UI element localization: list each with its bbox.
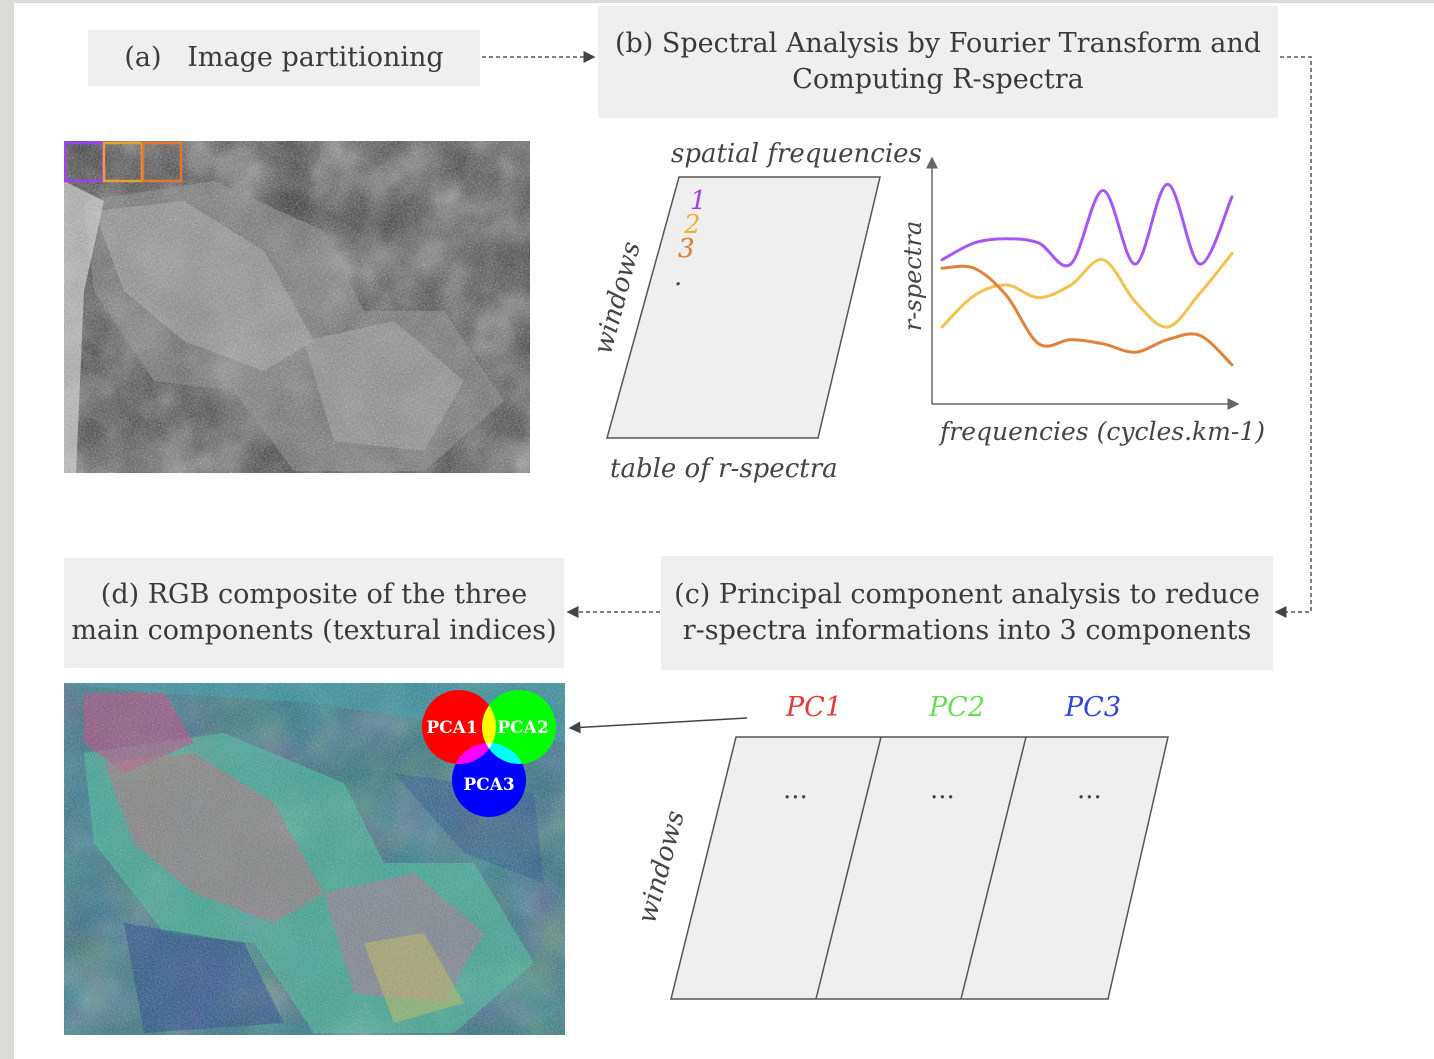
step-c-box: (c) Principal component analysis to redu…	[661, 556, 1273, 670]
pca-components-table	[670, 736, 1169, 1000]
pc1-header: PC1	[786, 692, 843, 723]
spatial-frequencies-label: spatial frequencies	[671, 139, 922, 169]
r-spectra-chart	[926, 156, 1240, 410]
step-b-line1: (b) Spectral Analysis by Fourier Transfo…	[614, 28, 1262, 59]
grayscale-satellite-image	[64, 141, 530, 473]
pca-rgb-legend: PCA1 PCA2 PCA3	[422, 690, 556, 817]
pc1-cell-ellipsis: ...	[783, 775, 808, 805]
step-c-line1: (c) Principal component analysis to redu…	[674, 579, 1260, 610]
table-of-r-spectra-label: table of r-spectra	[610, 454, 838, 484]
pc3-cell-ellipsis: ...	[1077, 775, 1102, 805]
pca-col-divider-1	[815, 736, 882, 1000]
arrow-b-to-c	[1274, 56, 1312, 618]
step-d-box: (d) RGB composite of the three main comp…	[64, 558, 564, 668]
pc3-header: PC3	[1065, 692, 1122, 723]
step-d-line1: (d) RGB composite of the three	[100, 579, 528, 610]
pca3-label: PCA3	[463, 775, 514, 795]
pca2-label: PCA2	[497, 718, 548, 738]
spectrum-line-3	[940, 264, 1234, 367]
left-border-strip	[0, 0, 14, 1059]
spectrum-line-1	[940, 182, 1234, 268]
table-row-more: .	[674, 262, 683, 292]
arrow-table-to-composite	[568, 717, 748, 734]
pca-col-divider-2	[960, 736, 1027, 1000]
chart-ylabel: r-spectra	[899, 220, 928, 332]
pca3-circle	[452, 743, 526, 817]
step-c-line2: r-spectra informations into 3 components	[682, 615, 1252, 646]
table-row-3: 3	[678, 234, 695, 264]
r-spectra-table	[606, 176, 881, 439]
step-a-label: (a) Image partitioning	[124, 42, 444, 73]
step-d-line2: main components (textural indices)	[71, 615, 557, 646]
step-b-box: (b) Spectral Analysis by Fourier Transfo…	[598, 6, 1278, 118]
pc2-cell-ellipsis: ...	[930, 775, 955, 805]
step-a-box: (a) Image partitioning	[88, 30, 480, 86]
spectrum-line-2	[940, 252, 1234, 329]
top-border-strip	[0, 0, 1434, 3]
pca1-label: PCA1	[426, 718, 477, 738]
rgb-composite-image: PCA1 PCA2 PCA3	[64, 683, 565, 1035]
chart-xlabel: frequencies (cycles.km-1)	[940, 417, 1265, 446]
pc2-header: PC2	[929, 692, 986, 723]
step-b-line2: Computing R-spectra	[792, 64, 1084, 95]
table-row-1: 1	[690, 186, 707, 216]
table-row-2: 2	[684, 210, 701, 240]
window-3-marker	[141, 141, 183, 183]
